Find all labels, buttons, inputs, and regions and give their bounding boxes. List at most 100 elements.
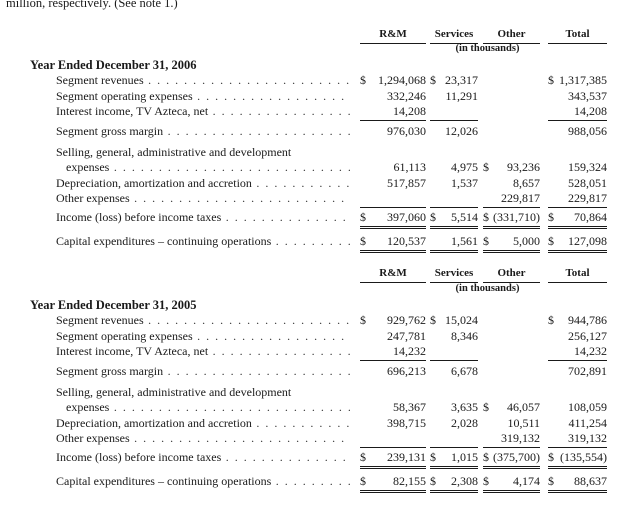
table-cell: 10,511 bbox=[483, 416, 540, 431]
cell-value: 93,236 bbox=[507, 160, 540, 174]
cell-value: 3,635 bbox=[451, 400, 478, 414]
dollar-sign: $ bbox=[548, 313, 554, 327]
dollar-sign: $ bbox=[430, 474, 436, 488]
total-double-rule bbox=[483, 226, 540, 229]
table-cell: 14,232 bbox=[360, 344, 426, 359]
cell-value: 517,857 bbox=[387, 176, 426, 190]
subtotal-rule bbox=[430, 360, 478, 361]
cell-value: 14,208 bbox=[393, 104, 426, 118]
cell-value: 976,030 bbox=[387, 124, 426, 138]
dot-leaders: . . . . . . . . . . . . . . . . . . . . … bbox=[197, 89, 350, 103]
cell-value: (375,700) bbox=[493, 450, 540, 464]
row-label-text: Selling, general, administrative and dev… bbox=[56, 385, 292, 399]
total-double-rule bbox=[430, 490, 478, 493]
table-cell: 8,346 bbox=[430, 329, 478, 344]
cell-value: 696,213 bbox=[387, 364, 426, 378]
table-cell: $397,060 bbox=[360, 210, 426, 225]
row-label: Other expenses . . . . . . . . . . . . .… bbox=[56, 191, 350, 206]
table-cell: 14,208 bbox=[360, 104, 426, 119]
table-cell: 14,208 bbox=[548, 104, 607, 119]
dollar-sign: $ bbox=[360, 313, 366, 327]
intro-text: million, respectively. (See note 1.) bbox=[6, 0, 178, 10]
row-label: Other expenses . . . . . . . . . . . . .… bbox=[56, 431, 350, 446]
row-label: Segment operating expenses . . . . . . .… bbox=[56, 329, 350, 344]
table-cell: 319,132 bbox=[548, 431, 607, 446]
cell-value: 120,537 bbox=[387, 234, 426, 248]
total-double-rule bbox=[360, 250, 426, 253]
table-cell: 332,246 bbox=[360, 89, 426, 104]
cell-value: 127,098 bbox=[568, 234, 607, 248]
cell-value: (331,710) bbox=[493, 210, 540, 224]
dollar-sign: $ bbox=[430, 313, 436, 327]
row-label-text: Income (loss) before income taxes bbox=[56, 450, 222, 464]
cell-value: 6,678 bbox=[451, 364, 478, 378]
total-double-rule bbox=[548, 466, 607, 469]
table-cell: $ (331,710) bbox=[483, 210, 540, 225]
row-label: expenses . . . . . . . . . . . . . . . .… bbox=[66, 160, 350, 175]
column-header: R&M bbox=[379, 28, 407, 40]
table-cell: 12,026 bbox=[430, 124, 478, 139]
table-cell: 11,291 bbox=[430, 89, 478, 104]
subtotal-rule bbox=[548, 120, 607, 121]
units-note: (in thousands) bbox=[455, 43, 520, 54]
row-label-text: Segment gross margin bbox=[56, 364, 164, 378]
cell-value: 988,056 bbox=[568, 124, 607, 138]
row-label-text: Depreciation, amortization and accretion bbox=[56, 176, 252, 190]
subtotal-rule bbox=[360, 447, 426, 448]
subtotal-rule bbox=[548, 447, 607, 448]
dollar-sign: $ bbox=[360, 474, 366, 488]
table-cell: 1,537 bbox=[430, 176, 478, 191]
cell-value: 12,026 bbox=[445, 124, 478, 138]
subtotal-rule bbox=[360, 360, 426, 361]
table-cell: $1,294,068 bbox=[360, 73, 426, 88]
row-label-text: Depreciation, amortization and accretion bbox=[56, 416, 252, 430]
row-label-text: Capital expenditures – continuing operat… bbox=[56, 234, 272, 248]
table-cell: $1,015 bbox=[430, 450, 478, 465]
column-header: Other bbox=[497, 267, 526, 279]
dot-leaders: . . . . . . . . . . . . . . . . . . . . … bbox=[113, 400, 350, 414]
dot-leaders: . . . . . . . . . . . . . . . . . . . . … bbox=[113, 160, 350, 174]
table-cell: 976,030 bbox=[360, 124, 426, 139]
column-header: Services bbox=[434, 28, 474, 40]
cell-value: 4,975 bbox=[451, 160, 478, 174]
cell-value: 1,015 bbox=[451, 450, 478, 464]
cell-value: 332,246 bbox=[387, 89, 426, 103]
row-label: Selling, general, administrative and dev… bbox=[56, 385, 350, 400]
row-label: Segment gross margin . . . . . . . . . .… bbox=[56, 364, 350, 379]
cell-value: 343,537 bbox=[568, 89, 607, 103]
table-cell: 517,857 bbox=[360, 176, 426, 191]
column-header: Total bbox=[565, 267, 590, 279]
total-double-rule bbox=[430, 250, 478, 253]
units-note: (in thousands) bbox=[455, 283, 520, 294]
table-cell: 61,113 bbox=[360, 160, 426, 175]
cell-value: 88,637 bbox=[574, 474, 607, 488]
table-cell: $88,637 bbox=[548, 474, 607, 489]
cell-value: 1,561 bbox=[451, 234, 478, 248]
total-double-rule bbox=[483, 490, 540, 493]
dollar-sign: $ bbox=[360, 210, 366, 224]
row-label: Depreciation, amortization and accretion… bbox=[56, 416, 350, 431]
table-cell: $120,537 bbox=[360, 234, 426, 249]
cell-value: 944,786 bbox=[568, 313, 607, 327]
column-header: R&M bbox=[379, 267, 407, 279]
dot-leaders: . . . . . . . . . . . . . . . . . . . . … bbox=[197, 329, 350, 343]
dot-leaders: . . . . . . . . . . . . . . . . . . . . … bbox=[148, 73, 350, 87]
subtotal-rule bbox=[430, 207, 478, 208]
cell-value: 2,028 bbox=[451, 416, 478, 430]
dot-leaders: . . . . . . . . . . . . . . . . . . . . … bbox=[148, 313, 350, 327]
cell-value: 702,891 bbox=[568, 364, 607, 378]
column-header: Total bbox=[565, 28, 590, 40]
cell-value: 11,291 bbox=[445, 89, 478, 103]
table-cell: $929,762 bbox=[360, 313, 426, 328]
cell-value: 70,864 bbox=[574, 210, 607, 224]
dollar-sign: $ bbox=[548, 450, 554, 464]
column-header-underline bbox=[360, 282, 426, 283]
dollar-sign: $ bbox=[360, 450, 366, 464]
row-label: expenses . . . . . . . . . . . . . . . .… bbox=[66, 400, 350, 415]
dot-leaders: . . . . . . . . . . . . . . . . . . . . … bbox=[134, 431, 350, 445]
dollar-sign: $ bbox=[483, 210, 489, 224]
total-double-rule bbox=[548, 250, 607, 253]
table-cell: 6,678 bbox=[430, 364, 478, 379]
table-cell: 398,715 bbox=[360, 416, 426, 431]
row-label: Segment revenues . . . . . . . . . . . .… bbox=[56, 313, 350, 328]
